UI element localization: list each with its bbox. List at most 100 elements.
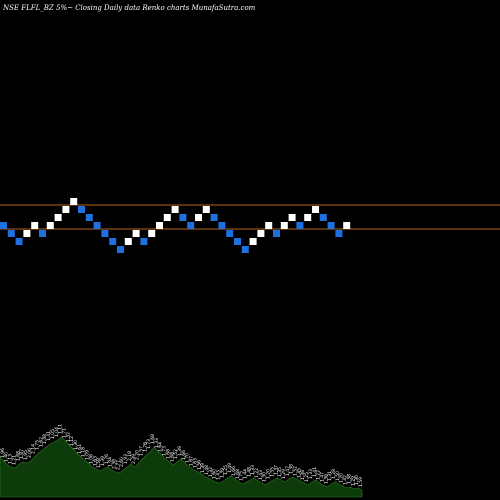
volume-label: 1.30 (73, 440, 79, 450)
volume-label: 1.25 (304, 472, 310, 482)
volume-label: 2.18 (127, 451, 133, 461)
volume-label: 1.48 (246, 467, 252, 477)
renko-brick-up (202, 206, 210, 213)
volume-label: 2.20 (135, 450, 141, 460)
volume-label: 1.38 (346, 474, 352, 484)
volume-label: 1.68 (165, 449, 171, 459)
volume-label: 1.66 (181, 450, 187, 460)
volume-label: 1.22 (254, 468, 260, 478)
renko-brick-up (148, 230, 156, 237)
volume-label: 2.77 (115, 460, 121, 470)
volume-label: 1.31 (327, 471, 333, 481)
volume-label: 1.66 (231, 466, 237, 476)
renko-brick-up (195, 214, 202, 221)
volume-label: 1.68 (235, 469, 241, 479)
volume-label: 1.30 (354, 475, 360, 485)
volume-label: 1.32 (208, 467, 214, 477)
volume-label: 1.05 (50, 429, 56, 439)
renko-brick-down (241, 246, 249, 253)
renko-brick-up (265, 222, 273, 229)
volume-label: 1.96 (0, 448, 6, 458)
volume-label: 1.09 (85, 450, 91, 460)
renko-brick-down (15, 238, 23, 245)
volume-label: 1.47 (320, 472, 326, 482)
volume-label: 1.33 (308, 469, 314, 479)
renko-brick-down (234, 238, 241, 245)
volume-label: 1.70 (185, 453, 191, 463)
volume-label: 1.18 (81, 447, 87, 457)
volume-label: 1.61 (77, 444, 83, 454)
renko-brick-up (62, 206, 70, 213)
renko-brick-down (179, 214, 187, 221)
volume-label: 1.76 (142, 442, 148, 452)
volume-label: 1.44 (243, 469, 249, 479)
volume-label: 1.37 (273, 465, 279, 475)
volume-label: 1.29 (281, 469, 287, 479)
volume-label: 1.20 (339, 473, 345, 483)
volume-label: 1.75 (35, 440, 41, 450)
volume-label: 1.04 (54, 427, 60, 437)
volume-label: 1.29 (350, 476, 356, 486)
renko-brick-up (23, 230, 31, 237)
renko-brick-up (31, 222, 39, 229)
volume-label: 1.47 (285, 466, 291, 476)
volume-label: 1.32 (65, 432, 71, 442)
renko-brick-down (218, 222, 226, 229)
renko-brick-up (54, 214, 62, 221)
volume-label: 1.59 (358, 477, 364, 487)
volume-label: 2.38 (112, 459, 118, 469)
renko-brick-down (85, 214, 93, 221)
volume-label: 1.50 (335, 471, 341, 481)
chart-title: NSE FLFL_BZ 5%~ Closing Daily data Renko… (2, 4, 256, 12)
volume-label: 1.68 (15, 451, 21, 461)
renko-brick-down (335, 230, 343, 237)
volume-label: 1.12 (69, 436, 75, 446)
volume-label: 1.45 (296, 468, 302, 478)
renko-brick-down (210, 214, 218, 221)
volume-label: 1.93 (123, 454, 129, 464)
renko-brick-up (132, 230, 140, 237)
volume-label: 1.22 (316, 470, 322, 480)
volume-label: 1.62 (38, 437, 44, 447)
volume-label: 2.60 (119, 457, 125, 467)
volume-label: 1.94 (108, 457, 114, 467)
renko-brick-down (101, 230, 109, 237)
volume-label: 1.52 (173, 449, 179, 459)
volume-label: 1.56 (196, 460, 202, 470)
volume-label: 1.39 (219, 468, 225, 478)
volume-label: 2.14 (31, 444, 37, 454)
renko-brick-down (93, 222, 101, 229)
renko-brick-up (171, 206, 179, 213)
volume-area (0, 436, 363, 498)
renko-brick-down (78, 206, 85, 213)
volume-label: 2.39 (131, 454, 137, 464)
volume-label: 1.39 (177, 446, 183, 456)
volume-label: 1.43 (258, 470, 264, 480)
volume-label: 1.75 (239, 471, 245, 481)
volume-label: 1.39 (100, 456, 106, 466)
volume-label: 1.57 (139, 446, 145, 456)
volume-label: 1.48 (204, 465, 210, 475)
renko-brick-down (140, 238, 148, 245)
volume-label: 1.63 (92, 456, 98, 466)
renko-brick-down (319, 214, 327, 221)
volume-label: 1.33 (154, 438, 160, 448)
volume-label: 1.06 (88, 454, 94, 464)
volume-label: 1.21 (11, 455, 17, 465)
volume-label: 1.30 (262, 472, 268, 482)
volume-labels: 2.491.961.401.131.211.681.871.952.062.14… (0, 424, 364, 487)
volume-label: 1.73 (146, 439, 152, 449)
volume-label: 1.25 (223, 465, 229, 475)
renko-brick-down (117, 246, 124, 253)
renko-brick-up (343, 222, 351, 229)
volume-label: 1.68 (169, 452, 175, 462)
volume-label: 1.73 (162, 446, 168, 456)
volume-label: 1.28 (331, 469, 337, 479)
renko-brick-down (296, 222, 304, 229)
renko-brick-up (312, 206, 319, 213)
volume-label: 1.58 (96, 458, 102, 468)
renko-brick-up (163, 214, 171, 221)
volume-label: 1.41 (312, 467, 318, 477)
